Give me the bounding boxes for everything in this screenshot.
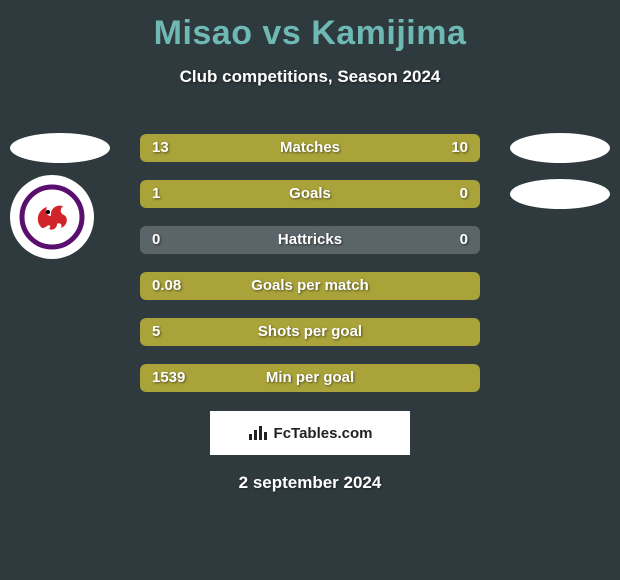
stat-bar-track: 5Shots per goal [140,318,480,346]
stat-bar-fill-right [332,134,480,162]
stat-row: 1310Matches [0,125,620,171]
stat-bar-fill-left [140,272,480,300]
avatar-placeholder-icon [510,133,610,163]
page-title: Misao vs Kamijima [0,14,620,53]
snapshot-date: 2 september 2024 [0,473,620,493]
player-avatar-left [10,133,110,163]
stat-bar-fill-left [140,180,400,208]
stat-row: 1539Min per goal [0,355,620,401]
stat-bar-track: 1539Min per goal [140,364,480,392]
stat-bar-fill-left [140,134,332,162]
avatar-placeholder-icon [10,133,110,163]
stat-row: 10Goals [0,171,620,217]
attribution-badge: FcTables.com [210,411,410,455]
stat-row: 0 0Hattricks [0,217,620,263]
comparison-chart: 1310Matches 10Goals 0 0Hattricks 0.08Goals p… [0,125,620,401]
stat-bar-track: 10Goals [140,180,480,208]
stat-bar-fill-right [400,180,480,208]
stat-row: 5Shots per goal [0,309,620,355]
club-badge-right [510,179,610,209]
attribution-text: FcTables.com [274,425,373,442]
page-subtitle: Club competitions, Season 2024 [0,67,620,87]
avatar-placeholder-icon [510,179,610,209]
player-avatar-right [510,133,610,163]
stat-bar-track: 0 0Hattricks [140,226,480,254]
stat-label: Hattricks [140,226,480,254]
stat-bar-track: 1310Matches [140,134,480,162]
stat-bar-fill-left [140,318,480,346]
stat-value-right: 0 [460,226,468,254]
bar-chart-icon [248,425,268,441]
stat-row: 0.08Goals per match [0,263,620,309]
stat-bar-track: 0.08Goals per match [140,272,480,300]
stat-bar-fill-left [140,364,480,392]
stat-value-left: 0 [152,226,160,254]
